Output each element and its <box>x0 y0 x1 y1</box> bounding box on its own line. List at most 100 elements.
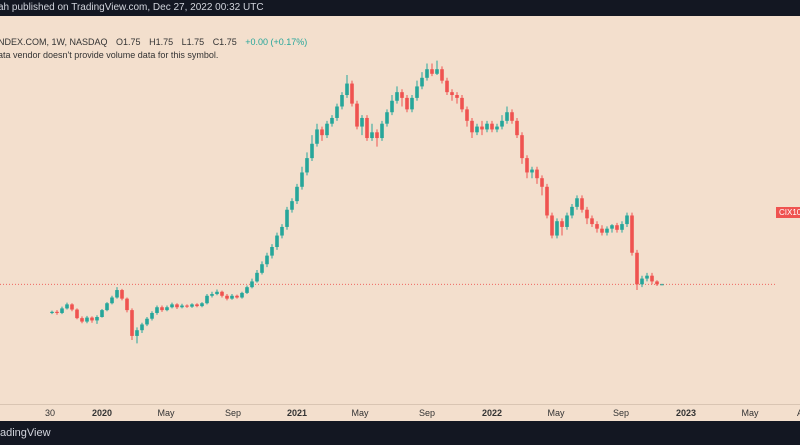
candle[interactable] <box>70 303 74 312</box>
candle[interactable] <box>450 89 454 101</box>
candle[interactable] <box>635 249 639 291</box>
candle[interactable] <box>275 232 279 250</box>
candle[interactable] <box>265 252 269 268</box>
candle[interactable] <box>505 106 509 124</box>
candle[interactable] <box>115 287 119 299</box>
candle[interactable] <box>555 218 559 239</box>
candle[interactable] <box>330 115 334 127</box>
candle[interactable] <box>475 123 479 136</box>
candle[interactable] <box>205 294 209 305</box>
candle[interactable] <box>550 212 554 239</box>
candle[interactable] <box>250 278 254 289</box>
candle[interactable] <box>230 294 234 300</box>
candle[interactable] <box>460 95 464 113</box>
candle[interactable] <box>620 221 624 233</box>
candle[interactable] <box>85 315 89 324</box>
candle[interactable] <box>285 206 289 230</box>
candle[interactable] <box>395 86 399 104</box>
candle[interactable] <box>580 195 584 213</box>
candle[interactable] <box>470 117 474 139</box>
candle[interactable] <box>390 95 394 116</box>
candle[interactable] <box>200 302 204 308</box>
candle[interactable] <box>465 106 469 127</box>
candle[interactable] <box>150 311 154 321</box>
candle[interactable] <box>585 206 589 225</box>
candle[interactable] <box>320 126 324 141</box>
candle[interactable] <box>340 92 344 110</box>
candle[interactable] <box>280 224 284 239</box>
candle[interactable] <box>325 120 329 139</box>
candle[interactable] <box>105 302 109 312</box>
candle[interactable] <box>385 109 389 127</box>
candle[interactable] <box>565 212 569 230</box>
candle[interactable] <box>660 283 664 286</box>
candle[interactable] <box>595 221 599 233</box>
candle[interactable] <box>410 95 414 113</box>
candle[interactable] <box>610 224 614 233</box>
candle[interactable] <box>60 306 64 315</box>
candle[interactable] <box>290 198 294 213</box>
candle[interactable] <box>155 305 159 315</box>
candle[interactable] <box>645 272 649 282</box>
candle[interactable] <box>615 222 619 233</box>
candle[interactable] <box>235 294 239 299</box>
candle[interactable] <box>180 303 184 309</box>
candle[interactable] <box>430 63 434 77</box>
candle[interactable] <box>545 183 549 219</box>
candle[interactable] <box>90 316 94 323</box>
candle[interactable] <box>625 212 629 227</box>
candle[interactable] <box>50 310 54 315</box>
candle[interactable] <box>510 109 514 124</box>
candle[interactable] <box>445 77 449 96</box>
candle[interactable] <box>125 297 129 313</box>
candle[interactable] <box>175 303 179 309</box>
candle[interactable] <box>590 215 594 227</box>
candle[interactable] <box>560 218 564 236</box>
candle[interactable] <box>535 166 539 184</box>
candle[interactable] <box>415 80 419 101</box>
candle[interactable] <box>310 135 314 161</box>
candle[interactable] <box>370 123 374 141</box>
candle[interactable] <box>315 123 319 147</box>
candle[interactable] <box>400 89 404 107</box>
chart-plot-area[interactable]: NDEX.COM, 1W, NASDAQ O1.75 H1.75 L1.75 C… <box>0 16 800 404</box>
candle[interactable] <box>255 269 259 283</box>
candle[interactable] <box>440 66 444 84</box>
candle[interactable] <box>375 129 379 147</box>
candle[interactable] <box>345 74 349 98</box>
candle[interactable] <box>75 308 79 320</box>
candle[interactable] <box>405 95 409 113</box>
candle[interactable] <box>95 315 99 324</box>
candle[interactable] <box>145 316 149 327</box>
candle[interactable] <box>165 305 169 312</box>
candle[interactable] <box>520 132 524 164</box>
candle[interactable] <box>80 316 84 324</box>
candle[interactable] <box>515 117 519 139</box>
candle[interactable] <box>455 92 459 104</box>
candle[interactable] <box>525 155 529 179</box>
candle[interactable] <box>380 120 384 141</box>
candle[interactable] <box>185 304 189 308</box>
candle[interactable] <box>355 100 359 130</box>
candle[interactable] <box>215 289 219 296</box>
candle[interactable] <box>495 123 499 133</box>
candle[interactable] <box>425 63 429 81</box>
candlestick-chart[interactable] <box>0 16 800 404</box>
time-axis[interactable]: 30 2020 May Sep 2021 May Sep 2022 May Sep 2023 May A <box>0 404 800 422</box>
candle[interactable] <box>295 183 299 204</box>
candle[interactable] <box>360 115 364 136</box>
candle[interactable] <box>260 261 264 275</box>
candle[interactable] <box>655 280 659 287</box>
candle[interactable] <box>190 303 194 308</box>
candle[interactable] <box>420 72 424 90</box>
candle[interactable] <box>600 225 604 236</box>
candle[interactable] <box>240 291 244 299</box>
candle[interactable] <box>160 305 164 312</box>
candle[interactable] <box>100 308 104 318</box>
candle[interactable] <box>55 310 59 315</box>
candle[interactable] <box>140 322 144 334</box>
candle[interactable] <box>540 175 544 196</box>
candle[interactable] <box>350 80 354 107</box>
candle[interactable] <box>65 302 69 310</box>
candle[interactable] <box>210 291 214 298</box>
